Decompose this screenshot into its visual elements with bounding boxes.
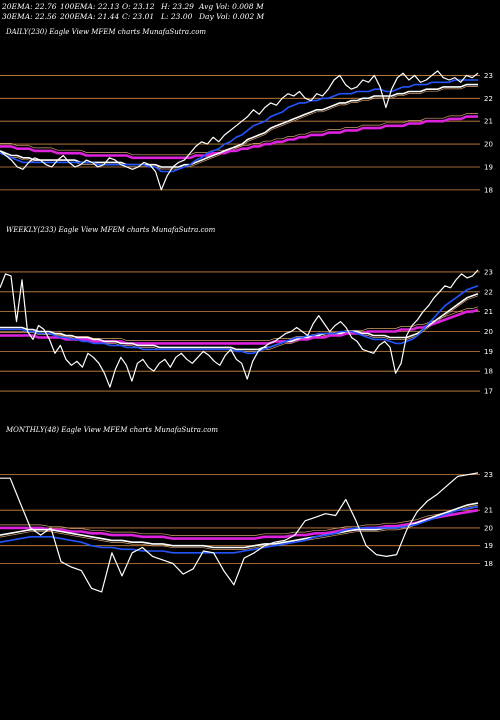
monthly-ema-tan-line [0, 506, 479, 536]
daily-price-line [0, 70, 479, 191]
daily-tick-label-18: 18 [484, 186, 493, 194]
close-stat: C: 23.01 [122, 12, 155, 21]
weekly-ema-short-line [0, 285, 479, 355]
weekly-ema-mid-line [0, 293, 479, 351]
weekly-tick-label-21: 21 [484, 308, 493, 316]
monthly-tick-label-21: 21 [484, 507, 493, 515]
weekly-tick-label-22: 22 [484, 288, 493, 296]
weekly-chart: 23 22 21 20 19 18 17 [0, 268, 493, 396]
high-stat: H: 23.29 [161, 2, 194, 11]
daily-tick-label-23: 23 [484, 72, 493, 80]
monthly-price-line [0, 472, 479, 593]
day-vol-stat: Day Vol: 0.002 M [199, 12, 265, 21]
monthly-ema-long-line [0, 508, 479, 540]
monthly-title: MONTHLY(48) Eagle View MFEM charts Munaf… [6, 426, 218, 434]
low-stat: L: 23.00 [161, 12, 193, 21]
weekly-tick-label-19: 19 [484, 348, 493, 356]
daily-panel: DAILY(230) Eagle View MFEM charts Munafa… [0, 24, 500, 224]
ema20-stat: 20EMA: 22.76 [2, 2, 57, 11]
daily-ema-long-line [0, 115, 478, 160]
monthly-ema-mid-tan-line [0, 504, 479, 550]
monthly-tick-label-19: 19 [484, 542, 493, 550]
ema100-stat: 100EMA: 22.13 [60, 2, 120, 11]
open-stat: O: 23.12 [122, 2, 155, 11]
weekly-price-line [0, 269, 479, 388]
daily-tick-label-22: 22 [484, 95, 493, 103]
daily-ema-mid-tan-line [0, 86, 478, 170]
weekly-tick-label-23: 23 [484, 268, 493, 276]
daily-tick-label-19: 19 [484, 163, 493, 171]
ema200-stat: 200EMA: 21.44 [60, 12, 120, 21]
monthly-tick-label-18: 18 [484, 560, 493, 568]
daily-chart: 23 22 21 20 19 18 [0, 70, 493, 194]
monthly-ema-short-line [0, 505, 479, 554]
weekly-ema-long-line [0, 308, 479, 345]
ema30-stat: 30EMA: 22.56 [2, 12, 57, 21]
daily-ema-tan-line [0, 113, 478, 156]
avg-vol-stat: Avg Vol: 0.008 M [199, 2, 264, 11]
monthly-panel: MONTHLY(48) Eagle View MFEM charts Munaf… [0, 424, 500, 624]
monthly-tick-label-23: 23 [484, 471, 493, 479]
weekly-tick-label-18: 18 [484, 368, 493, 376]
monthly-tick-label-20: 20 [484, 524, 493, 532]
weekly-tick-label-17: 17 [484, 388, 493, 396]
daily-ema-short-line [0, 79, 478, 173]
weekly-ema-tan-line [0, 306, 479, 341]
daily-tick-label-20: 20 [484, 141, 493, 149]
weekly-title: WEEKLY(233) Eagle View MFEM charts Munaf… [6, 226, 216, 234]
daily-title: DAILY(230) Eagle View MFEM charts Munafa… [6, 28, 207, 36]
weekly-tick-label-20: 20 [484, 328, 493, 336]
daily-tick-label-21: 21 [484, 118, 493, 126]
weekly-panel: WEEKLY(233) Eagle View MFEM charts Munaf… [0, 224, 500, 424]
monthly-chart: 23 21 20 19 18 [0, 471, 493, 593]
